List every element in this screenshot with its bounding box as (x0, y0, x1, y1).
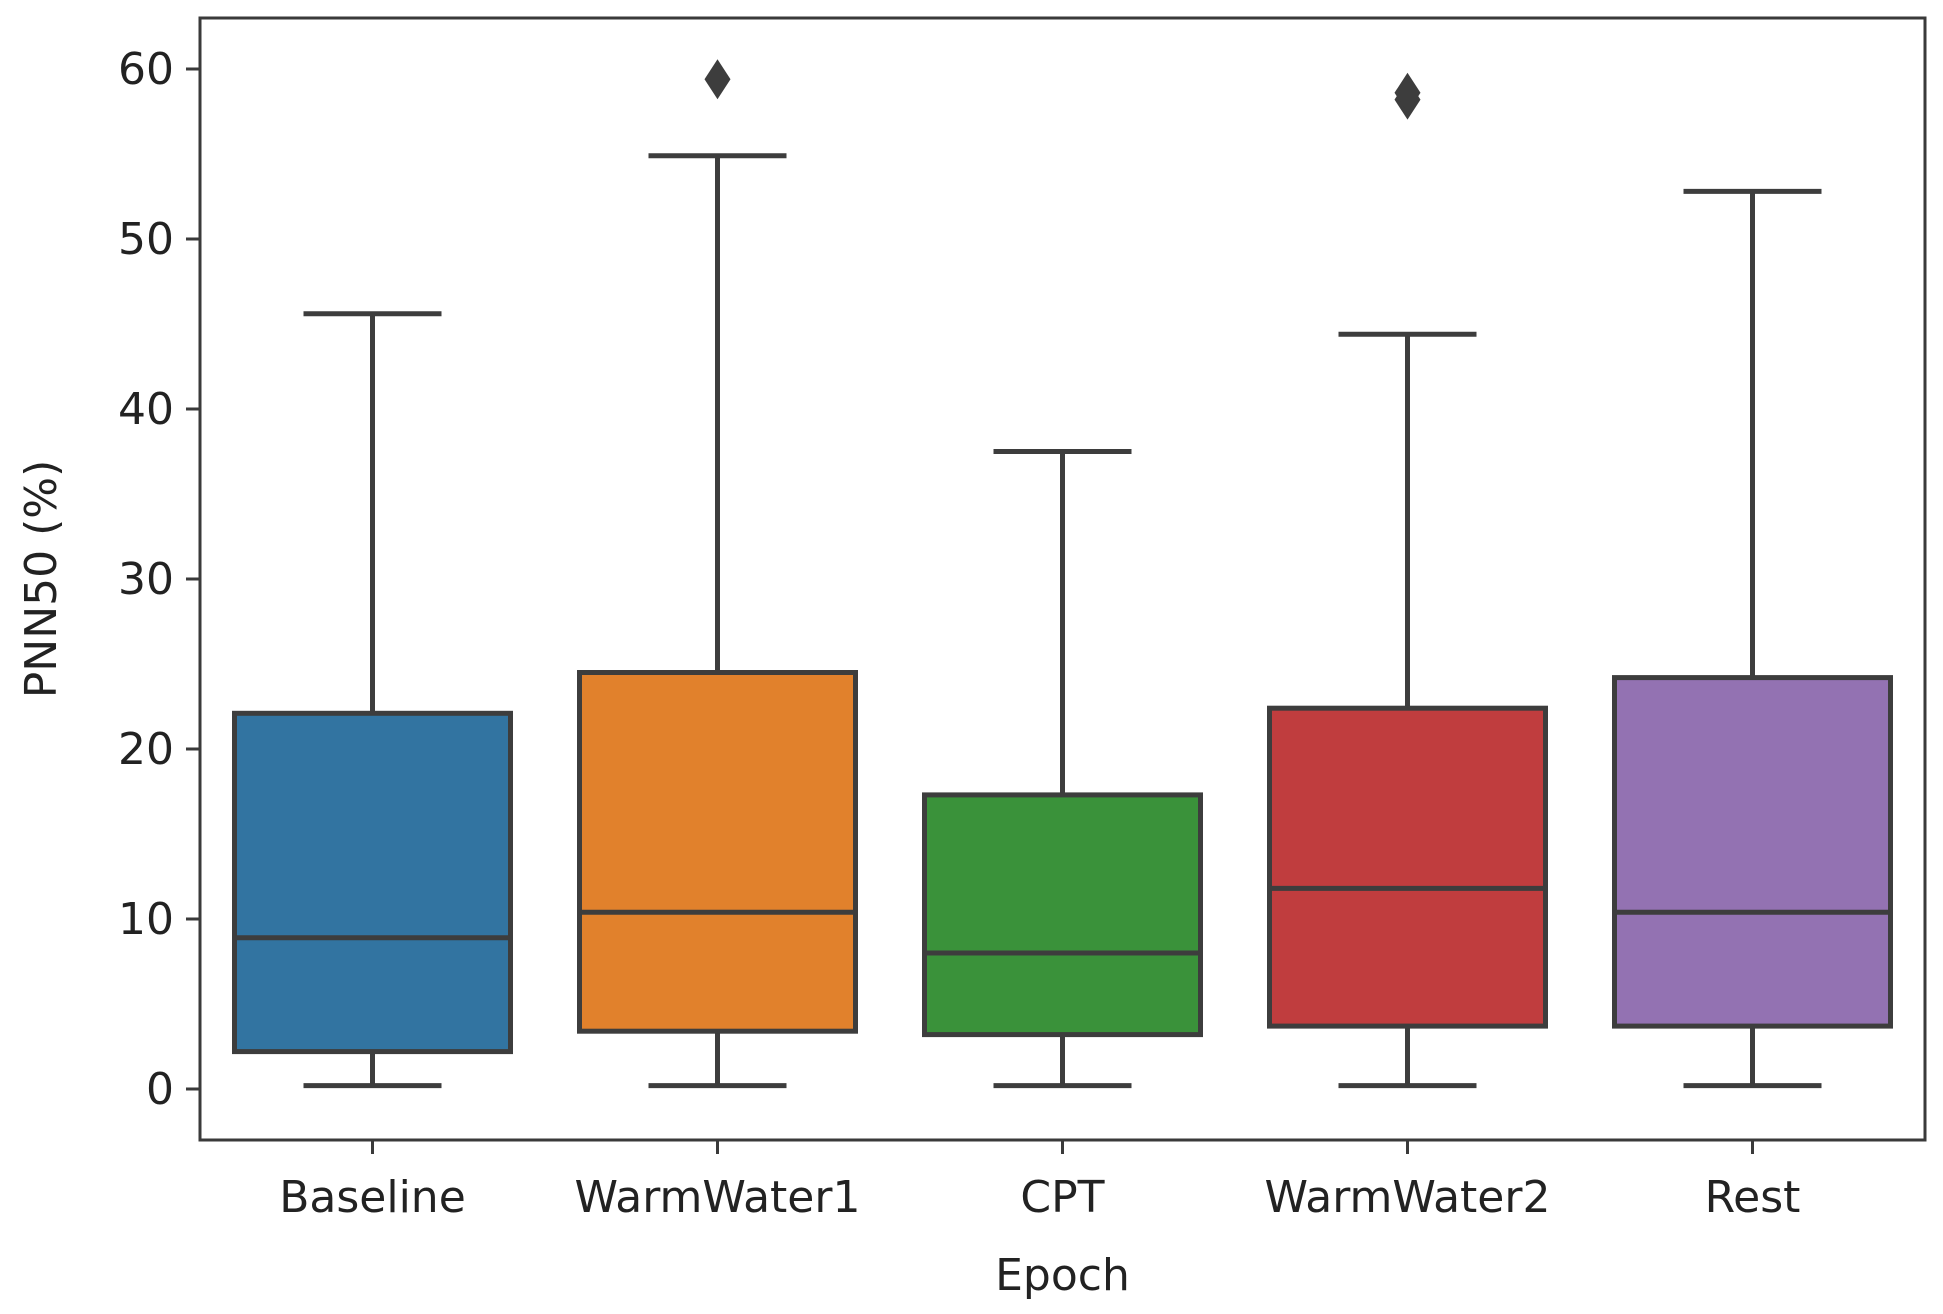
box-rest (1612, 188, 1893, 1089)
y-tick-label: 20 (118, 724, 174, 775)
y-tick-label: 30 (118, 554, 174, 605)
box-warmwater1 (577, 59, 858, 1089)
y-tick-label: 0 (146, 1064, 174, 1115)
y-axis-title: PNN50 (%) (16, 460, 67, 698)
iqr-box (577, 670, 858, 1034)
y-tick-label: 10 (118, 894, 174, 945)
iqr-box (1612, 675, 1893, 1029)
x-tick-label: Rest (1705, 1172, 1801, 1223)
iqr-box (1267, 705, 1548, 1029)
box-plot-series (232, 59, 1893, 1089)
box-baseline (232, 311, 513, 1089)
y-tick-label: 50 (118, 214, 174, 265)
x-axis-ticks: Baseline WarmWater1 CPT WarmWater2 Rest (279, 1140, 1800, 1223)
x-axis-title: Epoch (995, 1250, 1130, 1301)
outlier-point (1394, 72, 1421, 113)
y-tick-label: 40 (118, 384, 174, 435)
x-tick-label: CPT (1020, 1172, 1104, 1223)
outlier-point (704, 59, 731, 100)
y-tick-label: 60 (118, 44, 174, 95)
x-tick-label: Baseline (279, 1172, 466, 1223)
x-tick-label: WarmWater1 (575, 1172, 861, 1223)
box-cpt (922, 449, 1203, 1089)
y-axis-ticks: 0 10 20 30 40 50 60 (118, 44, 200, 1115)
box-warmwater2 (1267, 72, 1548, 1089)
iqr-box (922, 792, 1203, 1038)
iqr-box (232, 710, 513, 1055)
x-tick-label: WarmWater2 (1265, 1172, 1551, 1223)
